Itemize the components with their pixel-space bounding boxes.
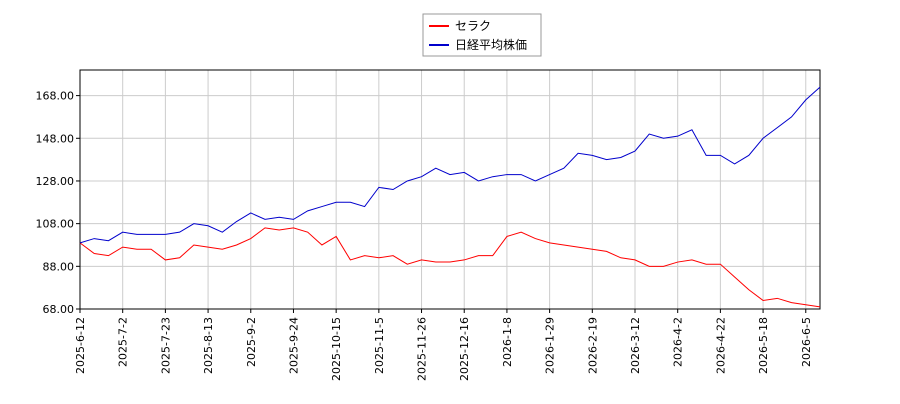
y-tick-label: 68.00 <box>43 303 75 316</box>
x-tick-label: 2025-11-5 <box>373 317 386 374</box>
x-tick-label: 2026-3-12 <box>629 317 642 374</box>
x-tick-label: 2025-12-16 <box>458 317 471 381</box>
x-tick-label: 2025-7-23 <box>159 317 172 374</box>
x-tick-label: 2026-4-2 <box>672 317 685 367</box>
legend-box <box>422 13 542 57</box>
y-tick-label: 168.00 <box>36 90 75 103</box>
x-tick-label: 2025-9-24 <box>287 317 300 374</box>
x-tick-label: 2026-4-22 <box>714 317 727 374</box>
legend-label: 日経平均株価 <box>455 37 527 52</box>
y-tick-label: 148.00 <box>36 132 75 145</box>
plot-frame <box>79 69 821 310</box>
x-tick-label: 2025-9-2 <box>245 317 258 367</box>
y-tick-label: 128.00 <box>36 175 75 188</box>
x-tick-label: 2026-2-19 <box>586 317 599 374</box>
series-line <box>79 86 821 244</box>
x-tick-label: 2026-6-5 <box>800 317 813 367</box>
x-tick-label: 2026-5-18 <box>757 317 770 374</box>
x-tick-label: 2025-6-12 <box>74 317 87 374</box>
legend-label: セラク <box>455 19 491 33</box>
x-tick-label: 2025-8-13 <box>202 317 215 374</box>
x-tick-label: 2025-11-26 <box>416 317 429 381</box>
y-tick-label: 88.00 <box>43 260 75 273</box>
x-tick-label: 2026-1-8 <box>501 317 514 367</box>
x-tick-label: 2025-10-15 <box>330 317 343 381</box>
x-tick-label: 2025-7-2 <box>117 317 130 367</box>
y-tick-label: 108.00 <box>36 218 75 231</box>
series-line <box>79 227 821 308</box>
x-tick-label: 2026-1-29 <box>544 317 557 374</box>
